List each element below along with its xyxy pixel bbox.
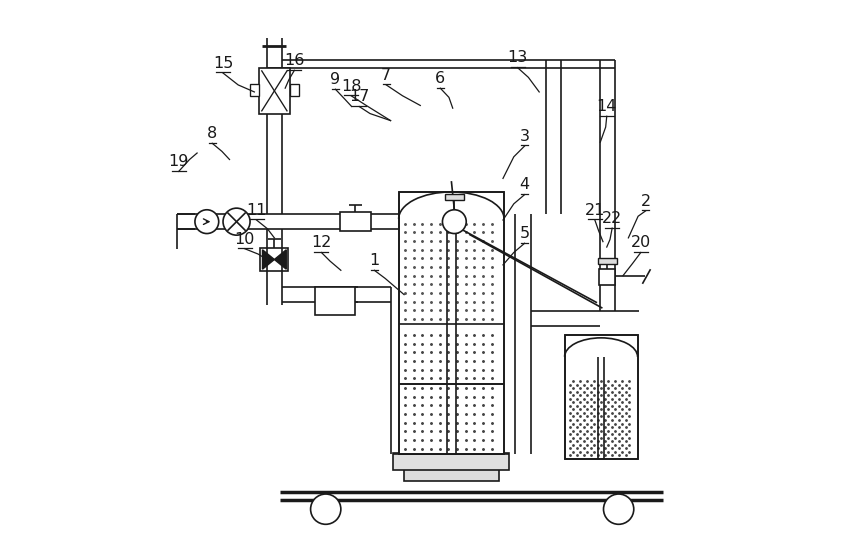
Text: 11: 11 xyxy=(246,203,266,218)
Bar xyxy=(597,258,617,264)
Bar xyxy=(599,269,615,286)
Bar xyxy=(398,192,504,454)
Text: 14: 14 xyxy=(596,99,617,114)
Text: 2: 2 xyxy=(640,194,651,209)
Text: 19: 19 xyxy=(168,154,189,169)
Bar xyxy=(289,85,299,96)
Circle shape xyxy=(310,494,341,524)
Bar xyxy=(261,247,288,271)
Text: 10: 10 xyxy=(234,232,255,246)
Bar xyxy=(399,324,503,384)
Circle shape xyxy=(195,210,219,234)
Text: 12: 12 xyxy=(311,235,332,250)
Text: 16: 16 xyxy=(284,53,305,68)
Text: 21: 21 xyxy=(585,203,605,218)
Bar xyxy=(564,335,638,459)
Text: 3: 3 xyxy=(519,129,530,144)
Bar xyxy=(564,335,638,459)
Text: 8: 8 xyxy=(207,126,217,141)
Text: 5: 5 xyxy=(519,226,530,241)
Text: 20: 20 xyxy=(630,235,651,250)
Polygon shape xyxy=(274,250,286,269)
Text: 4: 4 xyxy=(519,177,530,193)
Bar xyxy=(565,378,637,459)
Bar xyxy=(445,193,464,200)
Circle shape xyxy=(603,494,634,524)
Text: 15: 15 xyxy=(213,56,233,71)
Text: 7: 7 xyxy=(382,68,392,83)
Circle shape xyxy=(442,210,466,234)
Bar xyxy=(393,453,509,470)
Text: 18: 18 xyxy=(341,79,361,93)
Bar xyxy=(399,384,503,454)
Text: 1: 1 xyxy=(369,253,380,268)
Text: 6: 6 xyxy=(435,71,445,86)
Bar xyxy=(404,454,498,481)
Text: 17: 17 xyxy=(349,90,370,104)
Text: 13: 13 xyxy=(508,50,528,66)
Bar xyxy=(250,85,259,96)
Bar xyxy=(399,216,503,324)
Bar xyxy=(259,68,289,114)
Text: 9: 9 xyxy=(331,72,340,87)
Circle shape xyxy=(223,208,250,235)
Bar xyxy=(398,192,504,454)
Polygon shape xyxy=(262,250,274,269)
Text: 22: 22 xyxy=(602,211,623,226)
Bar xyxy=(315,287,355,315)
Bar xyxy=(340,212,371,232)
